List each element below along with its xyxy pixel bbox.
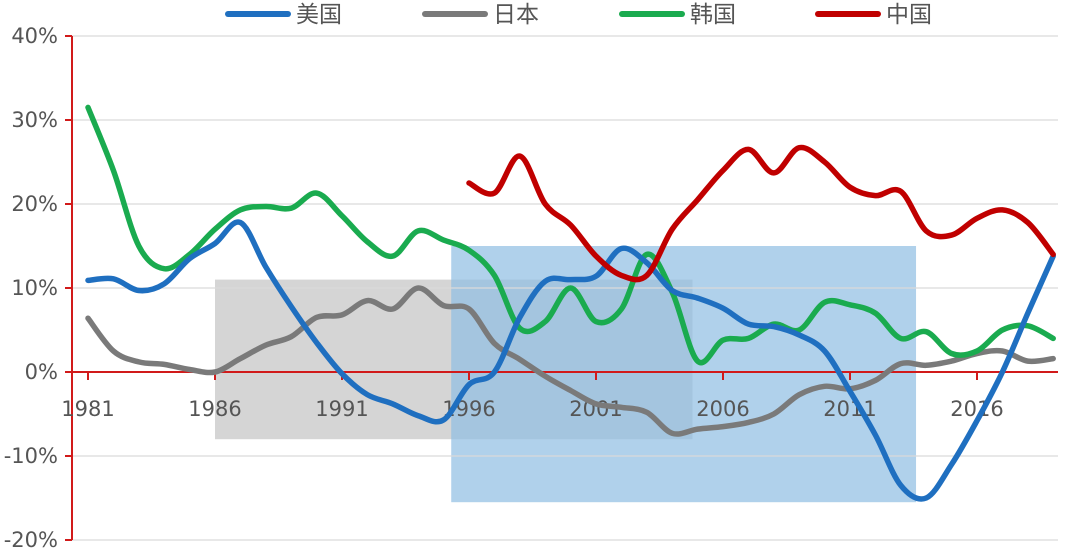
series-line-日本 (85, 285, 1056, 437)
x-tick-label: 2011 (823, 397, 876, 421)
x-tick-label: 1981 (61, 397, 114, 421)
shaded-regions (215, 246, 917, 503)
legend: 美国 日本 韩国 中国 (225, 2, 932, 28)
series-line-韩国 (85, 104, 1056, 366)
legend-label: 美国 (296, 2, 342, 28)
y-tick-label: -20% (4, 528, 58, 552)
series-lines (85, 104, 1056, 502)
x-tick-label: 1991 (315, 397, 368, 421)
legend-label: 韩国 (690, 2, 736, 28)
legend-label: 日本 (493, 2, 539, 28)
shaded-region-2 (451, 246, 917, 503)
series-line-美国 (85, 219, 1056, 502)
legend-label: 中国 (886, 2, 932, 28)
y-tick-label: 10% (11, 276, 58, 300)
y-tick-label: 30% (11, 108, 58, 132)
x-tick-label: 2006 (696, 397, 749, 421)
y-tick-label: 20% (11, 192, 58, 216)
x-tick-label: 1986 (188, 397, 241, 421)
y-tick-labels: 40% 30% 20% 10% 0% -10% -20% (4, 24, 58, 552)
y-tick-label: 0% (25, 360, 58, 384)
y-tick-label: -10% (4, 444, 58, 468)
axes (65, 35, 1058, 541)
series-line-中国 (466, 144, 1056, 283)
y-tick-label: 40% (11, 24, 58, 48)
